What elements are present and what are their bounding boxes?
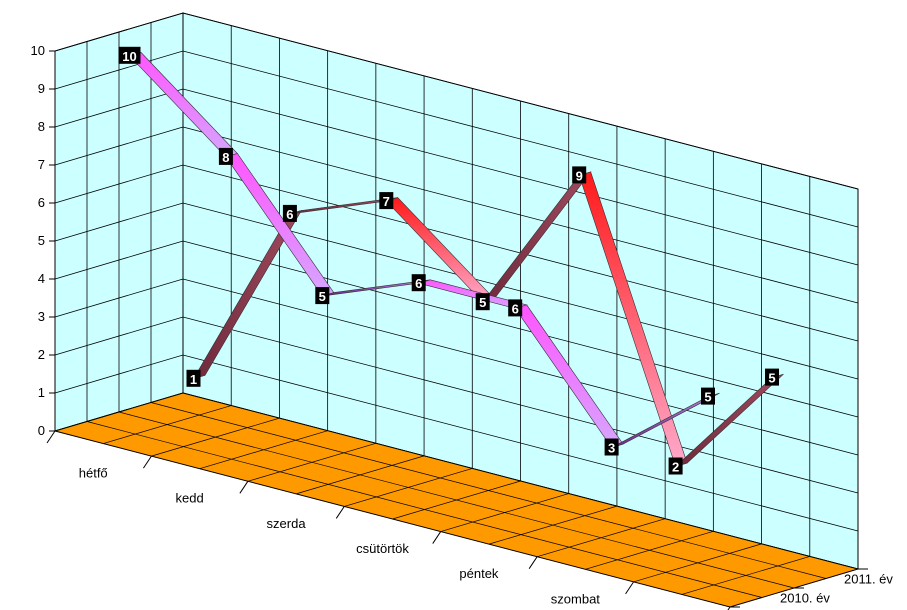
x-tick-label: szombat	[551, 591, 601, 606]
y-tick-label: 4	[38, 271, 45, 286]
data-label-box	[604, 438, 619, 456]
gridline-y	[54, 126, 859, 304]
x-tick-label: kedd	[176, 491, 204, 506]
data-label: 5	[319, 289, 326, 304]
data-label-box	[508, 299, 523, 317]
chart-series	[128, 52, 784, 467]
data-label: 5	[768, 371, 775, 386]
y-tick-label: 2	[38, 347, 45, 362]
data-label-box	[572, 166, 587, 184]
y-tick-label: 5	[38, 233, 45, 248]
data-label-box	[475, 293, 490, 311]
y-tick-label: 10	[31, 43, 45, 58]
data-label: 1	[190, 372, 197, 387]
ribbon-segment	[611, 392, 720, 448]
x-tick-label: szerda	[267, 516, 307, 531]
floor-gridline	[150, 402, 827, 579]
gridline-y	[54, 50, 859, 228]
x-tick	[625, 581, 634, 595]
gridline-y	[54, 164, 859, 342]
y-tick-label: 3	[38, 309, 45, 324]
data-label: 6	[286, 207, 293, 222]
data-label-box	[668, 457, 683, 475]
data-label: 3	[608, 441, 615, 456]
y-tick-label: 9	[38, 81, 45, 96]
x-tick-label: péntek	[459, 566, 499, 581]
data-label: 5	[479, 295, 486, 310]
data-label: 6	[415, 276, 422, 291]
x-tick	[143, 455, 152, 469]
x-tick	[239, 481, 249, 494]
gridline-y	[54, 354, 859, 532]
y-tick-label: 0	[38, 423, 45, 438]
data-label-box	[118, 46, 141, 64]
data-label: 9	[576, 168, 583, 183]
x-tick-label: csütörtök	[356, 541, 409, 556]
data-label: 8	[222, 150, 229, 165]
floor-gridline	[86, 421, 763, 598]
data-label-box	[379, 192, 394, 210]
data-label: 5	[704, 390, 711, 405]
ribbon-segment	[675, 373, 784, 467]
x-tick	[335, 506, 345, 519]
data-label-box	[282, 204, 297, 222]
data-label: 10	[122, 49, 136, 64]
gridline-y	[54, 12, 859, 190]
series-axis-label: 2011. év	[844, 572, 893, 587]
x-tick	[528, 556, 538, 569]
x-tick	[727, 606, 731, 610]
series-0-ribbon	[128, 52, 720, 448]
gridline-y	[54, 316, 859, 494]
gridline-y	[54, 240, 859, 418]
x-tick	[46, 430, 56, 444]
data-label-box	[765, 368, 779, 386]
y-tick-label: 8	[38, 119, 45, 134]
data-label-box	[701, 387, 715, 405]
y-tick-label: 6	[38, 195, 45, 210]
gridline-y	[54, 88, 859, 266]
data-label-box	[186, 369, 201, 387]
data-label-box	[411, 274, 426, 292]
y-tick-label: 7	[38, 157, 45, 172]
series-1-ribbon	[192, 171, 784, 467]
floor-gridline	[118, 411, 795, 589]
data-label: 6	[512, 301, 519, 316]
gridline-y	[54, 278, 859, 456]
data-label: 7	[383, 194, 390, 209]
chart-floor	[53, 392, 860, 608]
data-label: 2	[672, 460, 679, 475]
series-axis-label: 2010. év	[780, 591, 830, 606]
data-label-box	[218, 147, 233, 165]
y-tick-label: 1	[38, 385, 45, 400]
x-tick-label: hétfő	[79, 466, 108, 481]
data-label-box	[315, 287, 330, 305]
chart-data-labels: 1 6 7 5 9 2 5 10 8 5 6 6 3 5	[118, 46, 779, 475]
x-tick	[432, 531, 442, 544]
chart-axes: 0 1 2 3 4 5 6 7 8 9 10 hétfő kedd szerda csütörtök pént…	[31, 43, 893, 610]
